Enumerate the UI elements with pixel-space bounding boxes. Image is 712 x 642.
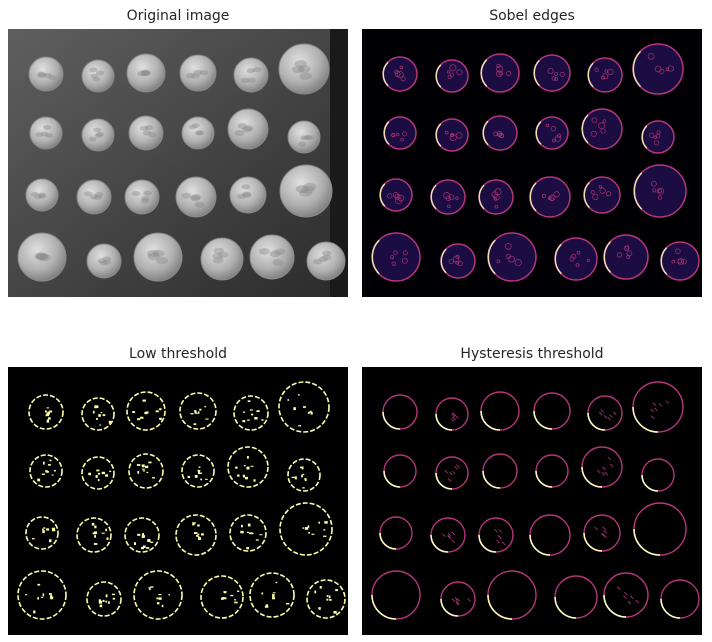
coin <box>229 176 267 214</box>
hysteresis-threshold-image <box>362 367 702 635</box>
coin-edge <box>287 458 321 492</box>
coin-edge <box>126 391 166 431</box>
coin <box>181 116 215 150</box>
coin-edge <box>179 392 217 430</box>
coin-edge <box>29 454 63 488</box>
panel-title: Original image <box>126 8 230 24</box>
coin <box>133 232 183 282</box>
panel-title: Hysteresis threshold <box>460 346 604 362</box>
coin <box>76 179 112 215</box>
coin-edge <box>128 453 164 489</box>
coin-edge <box>200 575 244 619</box>
coin <box>128 115 164 151</box>
coin <box>25 178 59 212</box>
coin <box>86 243 122 279</box>
coin-edge <box>175 514 217 556</box>
coin <box>179 54 217 92</box>
coin <box>279 164 333 218</box>
coin-edge <box>229 514 267 552</box>
coin-edge <box>278 381 330 433</box>
low-threshold-image <box>8 367 348 635</box>
coin <box>29 116 63 150</box>
coin-edge <box>306 579 346 619</box>
coin-edge <box>227 446 269 488</box>
coin <box>175 176 217 218</box>
coin <box>200 237 244 281</box>
coin-edge <box>480 53 520 93</box>
panel-title: Low threshold <box>129 346 227 362</box>
coin-edge <box>17 570 67 620</box>
coin <box>249 234 295 280</box>
sobel-edges-image <box>362 29 702 297</box>
coin <box>28 56 64 92</box>
original-coins-image <box>8 29 348 297</box>
coin-edge <box>279 502 333 556</box>
coin <box>227 108 269 150</box>
coin <box>81 59 115 93</box>
coin-edge <box>583 176 621 214</box>
coin <box>81 118 115 152</box>
coin <box>126 53 166 93</box>
coin-edge <box>81 456 115 490</box>
coin-edge <box>233 395 269 431</box>
coin-edge <box>181 454 215 488</box>
coin <box>287 120 321 154</box>
coin-edge <box>430 179 466 215</box>
coin <box>278 43 330 95</box>
coin-edge <box>86 581 122 617</box>
coin <box>124 179 160 215</box>
coin-edge <box>249 572 295 618</box>
coin-edge <box>25 516 59 550</box>
coin-edge <box>28 394 64 430</box>
coin <box>306 241 346 281</box>
coin-edge <box>76 517 112 553</box>
coin-edge <box>81 397 115 431</box>
panel-title: Sobel edges <box>489 8 575 24</box>
coin <box>233 57 269 93</box>
coin <box>17 232 67 282</box>
coin-edge <box>124 517 160 553</box>
coin-edge <box>133 570 183 620</box>
